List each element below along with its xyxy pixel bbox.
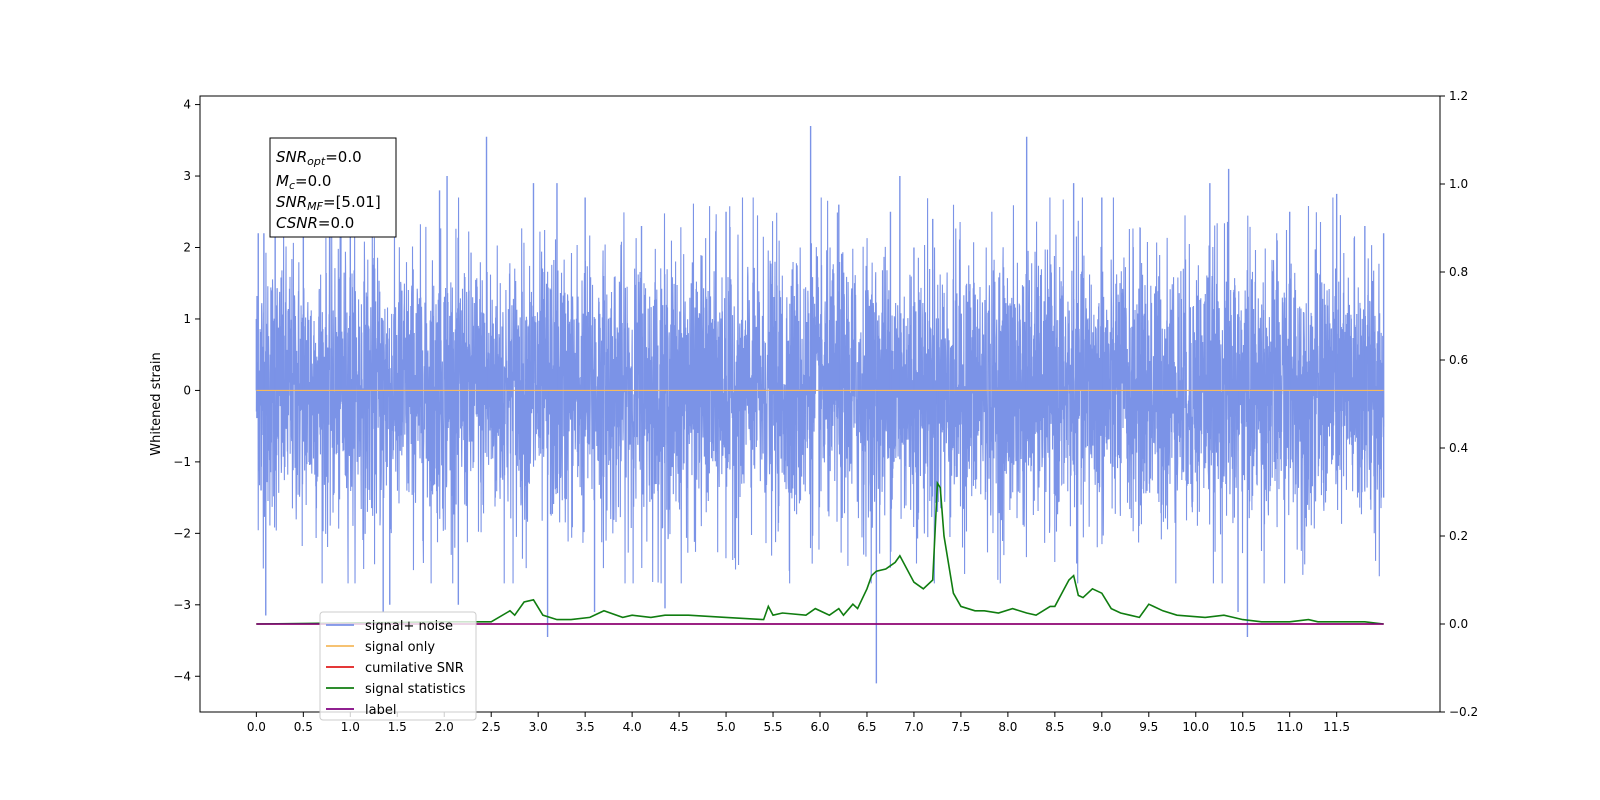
legend-label: cumilative SNR — [365, 661, 464, 676]
y-tick-label: −3 — [173, 598, 191, 612]
x-tick-label: 5.0 — [717, 720, 736, 734]
y2-tick-label: 0.0 — [1449, 617, 1468, 631]
x-tick-label: 8.5 — [1045, 720, 1064, 734]
x-tick-label: 1.0 — [341, 720, 360, 734]
info-line-csnr: CSNR=0.0 — [276, 214, 354, 232]
x-tick-label: 10.0 — [1182, 720, 1209, 734]
y-tick-label: 1 — [183, 312, 191, 326]
legend-label: signal only — [365, 640, 435, 655]
series-signal-noise — [255, 197, 1385, 584]
y-tick-label: −4 — [173, 669, 191, 683]
x-tick-label: 0.5 — [294, 720, 313, 734]
x-tick-label: 6.0 — [810, 720, 829, 734]
y2-tick-label: 0.4 — [1449, 441, 1468, 455]
x-tick-label: 11.5 — [1323, 720, 1350, 734]
x-tick-label: 10.5 — [1229, 720, 1256, 734]
x-tick-label: 6.5 — [857, 720, 876, 734]
y2-tick-label: 1.0 — [1449, 177, 1468, 191]
y-tick-label: 2 — [183, 240, 191, 254]
x-tick-label: 4.5 — [670, 720, 689, 734]
legend-frame — [319, 611, 477, 721]
y2-tick-label: 0.6 — [1449, 353, 1468, 367]
y2-tick-label: 1.2 — [1449, 89, 1468, 103]
legend-label: signal+ noise — [365, 619, 453, 634]
x-tick-label: 2.0 — [435, 720, 454, 734]
x-tick-label: 1.5 — [388, 720, 407, 734]
info-box: SNRopt=0.0 Mc=0.0 SNRMF=[5.01] CSNR=0.0 — [269, 137, 397, 238]
y-tick-label: 4 — [183, 98, 191, 112]
legend-label: label — [365, 703, 396, 718]
x-tick-label: 4.0 — [623, 720, 642, 734]
y2-tick-label: 0.2 — [1449, 529, 1468, 543]
x-tick-label: 9.0 — [1092, 720, 1111, 734]
info-line-mc: Mc=0.0 — [276, 172, 331, 192]
y-tick-label: 3 — [183, 169, 191, 183]
series-signal-statistics — [256, 480, 1384, 625]
x-tick-label: 8.0 — [998, 720, 1017, 734]
x-tick-label: 0.0 — [247, 720, 266, 734]
signal-noise-layer — [255, 126, 1385, 684]
x-tick-label: 3.5 — [576, 720, 595, 734]
x-tick-label: 11.0 — [1276, 720, 1303, 734]
x-axis: 0.0 0.5 1.0 1.5 2.0 2.5 3.0 3.5 4.0 4.5 5.0 5.5 6.0 6… — [247, 712, 1350, 734]
legend-label: signal statistics — [365, 682, 466, 697]
x-tick-label: 7.0 — [904, 720, 923, 734]
info-line-snr-opt: SNRopt=0.0 — [276, 148, 362, 168]
y-tick-label: −1 — [173, 455, 191, 469]
y-axis-right: 1.2 1.0 0.8 0.6 0.4 0.2 0.0 −0.2 — [1440, 89, 1478, 719]
x-tick-label: 9.5 — [1139, 720, 1158, 734]
x-tick-label: 5.5 — [763, 720, 782, 734]
y-axis-left: 4 3 2 1 0 −1 −2 −3 −4 — [173, 98, 200, 683]
legend: signal+ noise signal only cumilative SNR si… — [319, 611, 477, 721]
x-tick-label: 7.5 — [951, 720, 970, 734]
info-line-snr-mf: SNRMF=[5.01] — [276, 193, 381, 213]
y2-tick-label: −0.2 — [1449, 705, 1478, 719]
x-tick-label: 3.0 — [529, 720, 548, 734]
y-tick-label: 0 — [183, 383, 191, 397]
x-tick-label: 2.5 — [482, 720, 501, 734]
y2-tick-label: 0.8 — [1449, 265, 1468, 279]
y-tick-label: −2 — [173, 526, 191, 540]
y-axis-label: Whitened strain — [149, 352, 164, 455]
